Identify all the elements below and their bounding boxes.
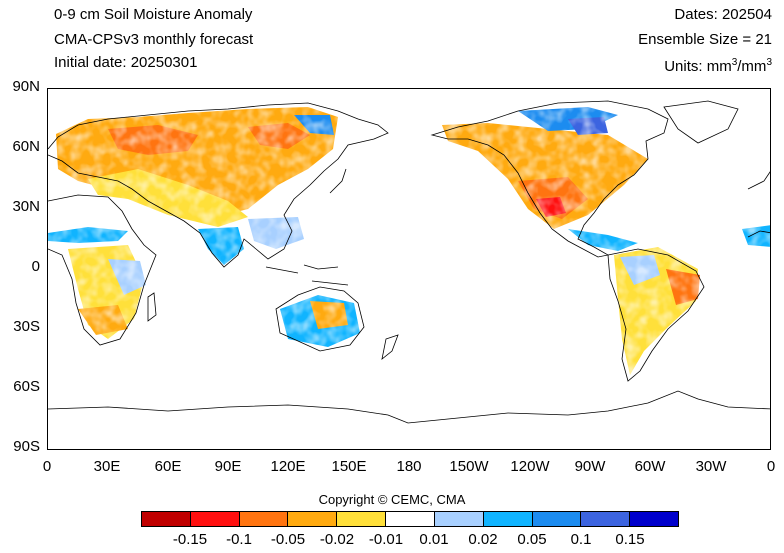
title-initial-date: Initial date: 20250301: [54, 54, 198, 71]
colorbar-cell: [239, 512, 289, 526]
lon-label: 90W: [574, 458, 606, 475]
lon-label: 0: [766, 458, 776, 475]
lon-label: 180: [396, 458, 422, 475]
colorbar-label: -0.01: [368, 531, 404, 548]
dates-label: Dates: 202504: [674, 6, 772, 23]
units-exp-1: 3: [731, 57, 738, 68]
soil-moisture-map: [48, 89, 770, 449]
colorbar-cell: [337, 512, 387, 526]
colorbar-cell: [434, 512, 484, 526]
units-label: Units: mm3/mm3: [664, 54, 772, 76]
lat-label: 90S: [13, 438, 40, 455]
coast-north-america: [430, 100, 669, 258]
lat-label: 30S: [13, 318, 40, 335]
copyright-notice: Copyright © CEMC, CMA: [318, 492, 466, 507]
colorbar-cell: [483, 512, 533, 526]
field-texture: [48, 89, 770, 449]
coast-new-zealand: [381, 334, 399, 360]
colorbar-label: 0.01: [419, 531, 449, 548]
units-prefix: Units: mm: [664, 58, 732, 75]
lon-label: 150W: [449, 458, 489, 475]
coast-eurasia: [48, 102, 389, 268]
map-panel: [47, 88, 771, 450]
coast-africa: [48, 194, 157, 346]
ensemble-size-label: Ensemble Size = 21: [638, 31, 772, 48]
coastlines: [48, 100, 770, 424]
colorbar-label: 0.05: [517, 531, 547, 548]
coast-europe-west: [747, 171, 770, 238]
lat-label: 60S: [13, 378, 40, 395]
colorbar-cell: [288, 512, 338, 526]
colorbar-label: 0.1: [570, 531, 592, 548]
lon-label: 120W: [510, 458, 550, 475]
coast-madagascar: [147, 292, 157, 322]
lat-label: 60N: [12, 138, 40, 155]
lon-label: 0: [42, 458, 52, 475]
colorbar: [141, 511, 679, 527]
title-model: CMA-CPSv3 monthly forecast: [54, 31, 254, 48]
coast-australia: [275, 286, 365, 352]
colorbar-label: -0.1: [226, 531, 252, 548]
colorbar-cell: [190, 512, 240, 526]
anomaly-fields: [48, 89, 770, 449]
colorbar-cell: [386, 512, 435, 526]
colorbar-label: -0.05: [270, 531, 306, 548]
colorbar-label: -0.02: [319, 531, 355, 548]
colorbar-label: -0.15: [172, 531, 208, 548]
coast-indonesia: [265, 264, 349, 286]
colorbar-label: 0.02: [468, 531, 498, 548]
units-mid: /mm: [737, 58, 767, 75]
lat-label: 30N: [12, 198, 40, 215]
lon-label: 30E: [93, 458, 121, 475]
colorbar-cell: [142, 512, 191, 526]
lat-label: 0: [31, 258, 40, 275]
coast-antarctica: [48, 390, 770, 424]
lon-label: 150E: [331, 458, 367, 475]
coast-japan: [329, 168, 347, 194]
colorbar-label: 0.15: [615, 531, 645, 548]
lat-label: 90N: [12, 78, 40, 95]
lon-label: 30W: [695, 458, 727, 475]
lon-label: 60W: [634, 458, 666, 475]
colorbar-cell: [581, 512, 631, 526]
lon-label: 90E: [214, 458, 242, 475]
colorbar-cell: [630, 512, 678, 526]
coast-greenland: [663, 100, 739, 144]
coast-south-america: [607, 248, 705, 382]
title-variable: 0-9 cm Soil Moisture Anomaly: [54, 6, 253, 23]
units-exp-2: 3: [766, 57, 772, 68]
lon-label: 60E: [154, 458, 182, 475]
lon-label: 120E: [270, 458, 306, 475]
colorbar-cell: [532, 512, 582, 526]
